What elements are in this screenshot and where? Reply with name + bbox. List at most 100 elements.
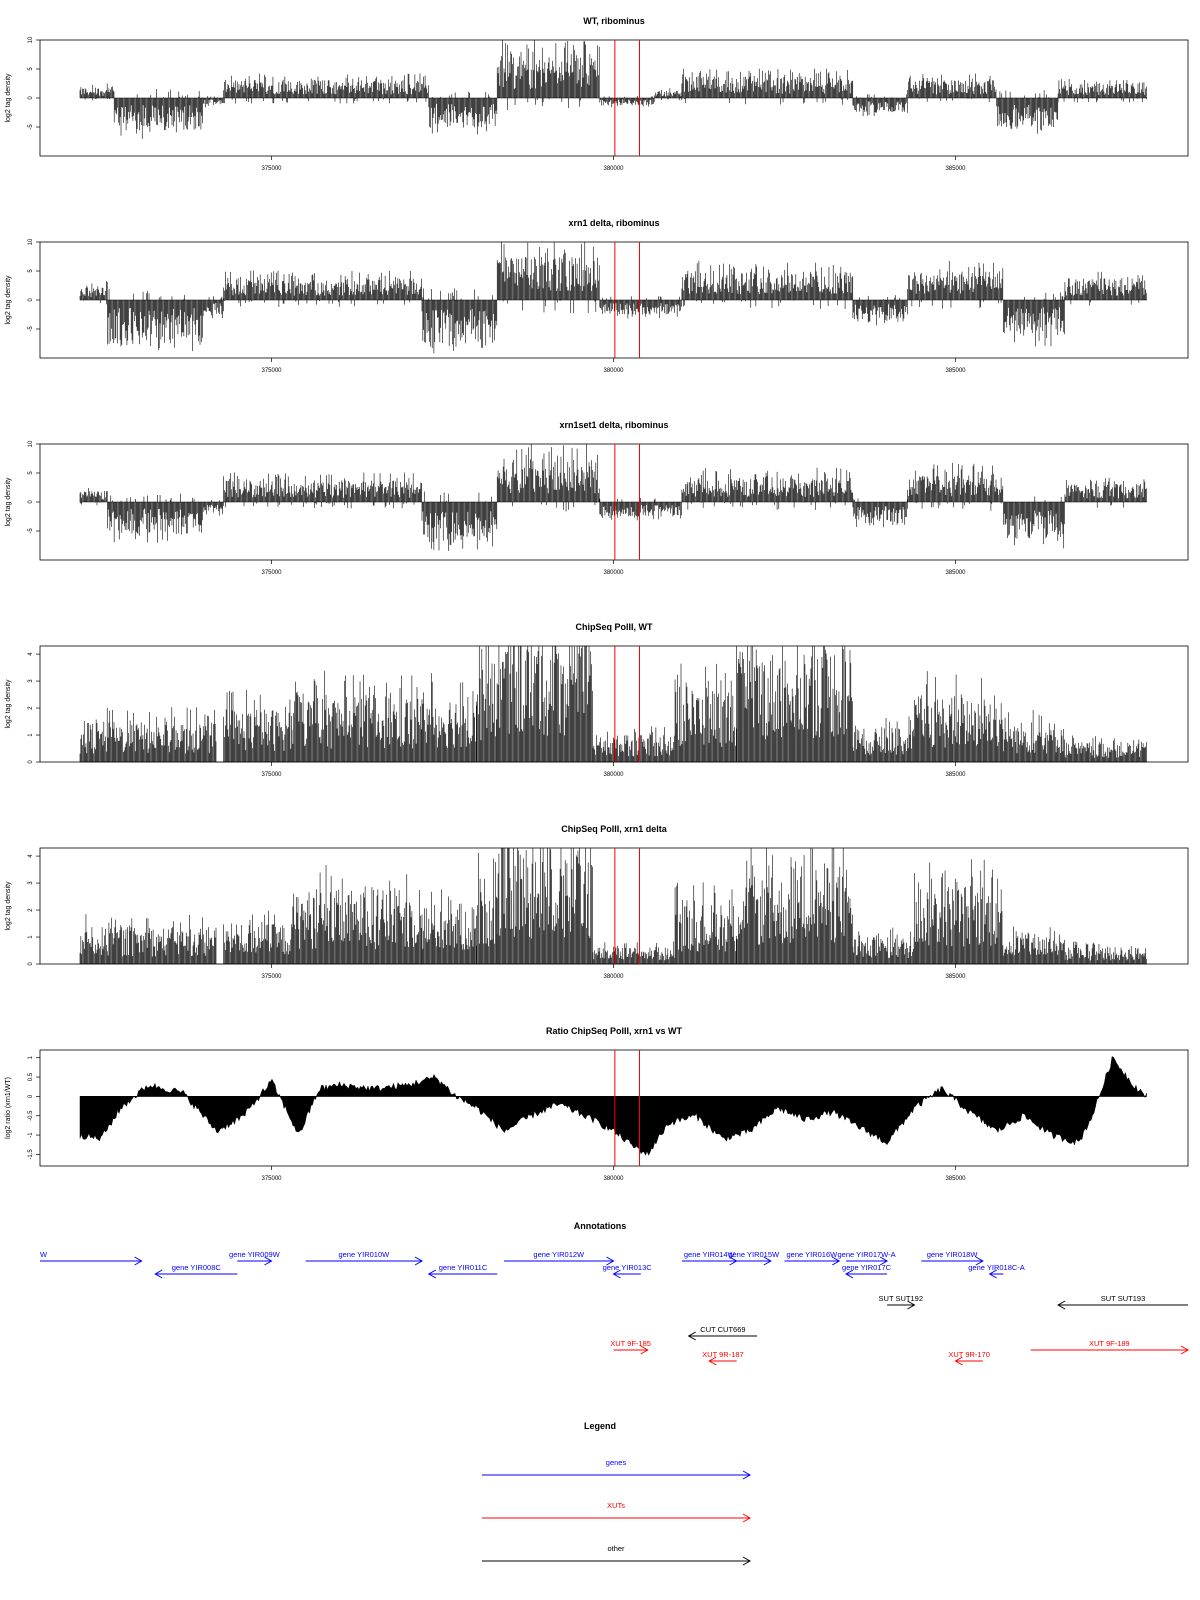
profile-segment-3 [223,270,422,307]
x-tick-label: 380000 [603,974,624,980]
profile-segment-13 [1003,710,1065,762]
y-tick-label: 3 [28,679,34,683]
density-bars [223,910,292,964]
density-bars [291,670,422,762]
density-bars [476,852,498,964]
y-tick-label: 0 [28,298,34,302]
density-bars [736,646,792,762]
feature-label: SUT SUT193 [1101,1294,1145,1303]
density-bars [996,90,1059,134]
annotation-feature: gene YIR011C [427,1263,498,1279]
arrowhead-left-icon [845,1269,854,1279]
density-bars [907,73,997,103]
density-bars [1003,710,1065,762]
profile-segment-8 [852,295,908,326]
density-bars [1064,941,1147,964]
x-tick-label: 375000 [261,772,282,778]
track-panel-5: Ratio ChipSeq PolII, xrn1 vs WT log2 rati… [5,1026,1189,1182]
density-bars [599,96,655,108]
feature-label: gene YIR014W [684,1250,736,1259]
profile-segment-12 [914,859,1004,964]
profile-segment-1 [107,289,203,352]
density-bars [914,671,1004,762]
legend-items: genes XUTs other [482,1458,752,1566]
feature-label: XUT 9F-189 [1089,1339,1130,1348]
density-bars [592,941,675,964]
panel-title: xrn1 delta, ribominus [568,218,659,228]
profile-segment-2 [223,690,292,762]
profile-segment-1 [107,493,203,543]
profile-segment-6 [496,848,593,964]
profile-segment-7 [592,726,675,762]
profile-segment-5 [496,242,600,314]
profile-segment-10 [791,848,853,964]
profile-segment-11 [1064,477,1147,508]
feature-label: gene YIR008C [172,1263,222,1272]
density-bars [914,859,1004,964]
profile-segment-10 [1003,496,1065,549]
feature-label: gene YIR012W [533,1250,585,1259]
profile-segment-9 [736,848,792,964]
density-bars [79,487,108,506]
x-tick-label: 385000 [945,368,966,374]
legend-label: other [607,1544,625,1553]
density-bars [1064,735,1147,762]
density-bars [107,493,203,543]
annotation-feature: gene YIR010W [305,1250,423,1266]
density-bars [421,673,477,762]
y-axis-label: log2 tag density [5,73,12,123]
density-bars [428,91,498,135]
density-bars [223,690,292,762]
ratio-area [79,1056,1147,1157]
density-bars [223,472,422,509]
arrowhead-right-icon [975,1256,984,1266]
y-tick-label: 0 [28,962,34,966]
x-tick-label: 385000 [945,166,966,172]
annotation-feature: gene YIR018W [921,1250,984,1266]
arrowhead-right-icon [742,1470,752,1480]
arrowhead-right-icon [264,1256,273,1266]
profile-segment-11 [1064,271,1147,306]
profile-segment-7 [654,88,683,101]
annotation-feature: gene YIR015W [728,1250,780,1266]
profile-segment-10 [907,73,997,103]
arrowhead-right-icon [640,1345,649,1355]
annotation-feature: gene YIR018C-A [968,1263,1025,1279]
annotation-feature: XUT 9F-189 [1030,1339,1190,1355]
density-bars [599,497,682,521]
x-tick-label: 375000 [261,166,282,172]
profile-segment-6 [599,497,682,521]
density-bars [1064,477,1147,508]
x-tick-label: 375000 [261,368,282,374]
density-bars [681,68,854,105]
y-tick-label: -5 [28,528,34,534]
x-tick-label: 375000 [261,974,282,980]
density-bars [202,96,224,108]
plot-frame [39,1049,1189,1167]
annotation-feature: W [40,1250,143,1266]
y-tick-label: 1 [28,935,34,939]
y-tick-label: 5 [28,471,34,475]
y-tick-label: 5 [28,269,34,273]
density-bars [681,467,854,510]
arrowhead-right-icon [879,1256,889,1266]
profile-segment-0 [79,281,108,305]
density-bars [421,491,498,551]
profile-segment-2 [202,500,224,516]
plot-frame [39,847,1189,965]
profile-segment-12 [914,671,1004,762]
x-tick-label: 375000 [261,570,282,576]
y-tick-label: 4 [28,854,34,858]
panel-title: ChipSeq PolII, xrn1 delta [561,824,668,834]
annotation-feature: gene YIR008C [154,1263,238,1279]
density-bars [496,242,600,314]
density-bars [852,498,908,528]
annotation-feature: gene YIR016W [784,1250,841,1266]
y-tick-label: 10 [28,440,34,447]
profile-segment-4 [428,91,498,135]
density-bars [496,444,600,512]
profile-segment-13 [1003,926,1065,964]
x-tick-label: 380000 [603,772,624,778]
